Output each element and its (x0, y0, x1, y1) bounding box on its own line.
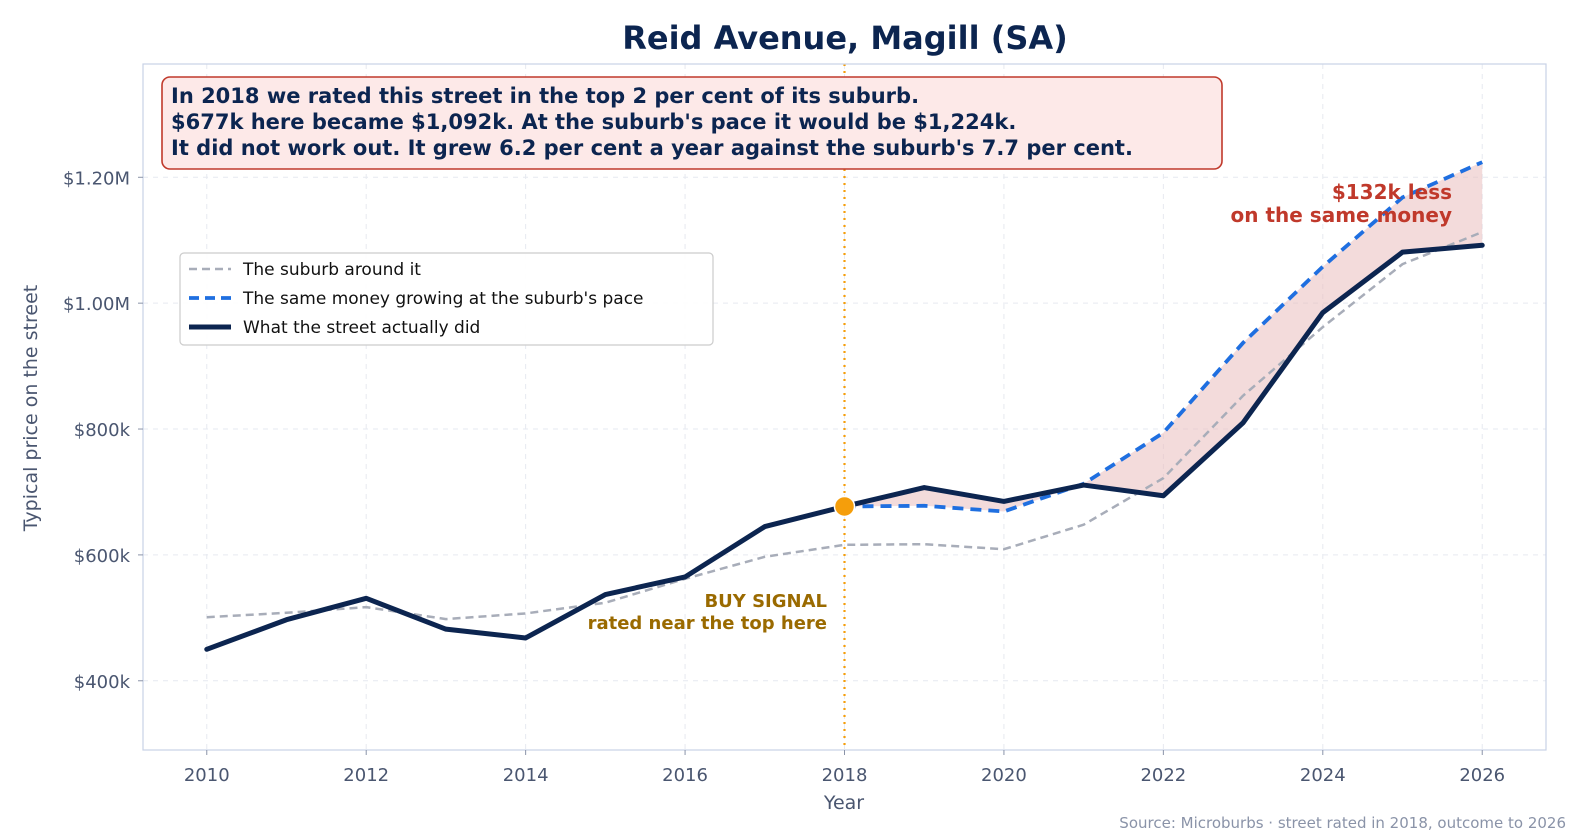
callout-line-1: In 2018 we rated this street in the top … (171, 84, 919, 108)
x-tick-label: 2022 (1140, 765, 1186, 786)
y-tick-label: $1.20M (63, 168, 130, 189)
buy-signal-marker (833, 495, 856, 518)
x-tick-label: 2010 (184, 765, 230, 786)
suburb-line (206, 230, 1483, 621)
y-tick-label: $1.00M (63, 294, 130, 315)
x-tick-label: 2012 (343, 765, 389, 786)
gap-shading (844, 162, 1483, 512)
legend-label-same-money: The same money growing at the suburb's p… (242, 289, 644, 309)
source-note: Source: Microburbs · street rated in 201… (1119, 814, 1566, 832)
chart-title: Reid Avenue, Magill (SA) (622, 19, 1068, 57)
x-axis-label: Year (823, 792, 864, 814)
callout-line-3: It did not work out. It grew 6.2 per cen… (171, 136, 1133, 160)
same-money-line (844, 160, 1483, 514)
gap-label: $132k less (1332, 180, 1452, 204)
buy-signal-sublabel: rated near the top here (588, 613, 827, 634)
y-tick-label: $400k (74, 672, 131, 693)
summary-callout: In 2018 we rated this street in the top … (161, 76, 1223, 170)
legend-label-street: What the street actually did (243, 318, 480, 338)
x-tick-label: 2020 (981, 765, 1027, 786)
buy-signal-label: BUY SIGNAL (704, 591, 827, 612)
legend-box (179, 252, 714, 346)
y-tick-label: $600k (74, 546, 131, 567)
y-tick-label: $800k (74, 420, 131, 441)
y-axis-label: Typical price on the street (20, 285, 42, 532)
x-tick-label: 2018 (822, 765, 868, 786)
buy-signal-dot (833, 495, 856, 518)
callout-line-2: $677k here became $1,092k. At the suburb… (171, 110, 1016, 134)
x-tick-label: 2026 (1459, 765, 1505, 786)
gap-sublabel: on the same money (1231, 203, 1452, 227)
x-tick-label: 2024 (1300, 765, 1346, 786)
legend: The suburb around it The same money grow… (179, 252, 714, 346)
legend-label-suburb: The suburb around it (242, 260, 421, 280)
gap-area (844, 162, 1483, 512)
callout-box (161, 76, 1223, 170)
x-tick-label: 2014 (503, 765, 549, 786)
x-axis-ticks: 2010 2012 2014 2016 2018 2020 2022 2024 2026 (184, 750, 1505, 786)
y-axis-ticks: $400k $600k $800k $1.00M $1.20M (63, 168, 143, 693)
x-tick-label: 2016 (662, 765, 708, 786)
